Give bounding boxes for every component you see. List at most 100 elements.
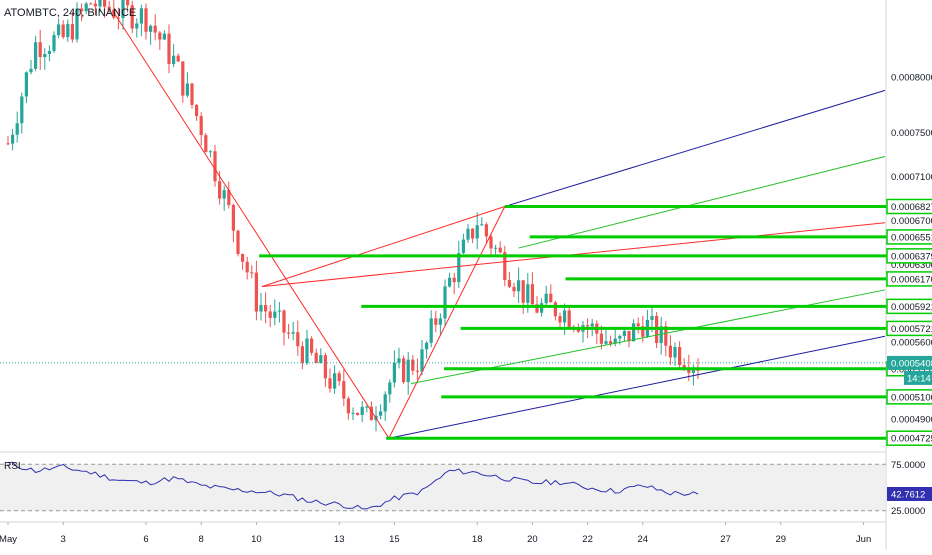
level-tag-label: 0.0005921	[891, 302, 932, 313]
candle-body	[378, 411, 383, 416]
candle-body	[240, 253, 245, 262]
y-tick-label: 0.0006700	[891, 216, 932, 227]
level-tag-box	[886, 430, 932, 446]
rsi-value-label: 42.7612	[891, 490, 925, 501]
candle-body	[112, 9, 116, 18]
candle-body	[512, 286, 516, 292]
candle-body	[641, 326, 645, 337]
candle-body	[447, 277, 452, 287]
candle-body	[254, 272, 259, 312]
candle-body	[604, 341, 608, 344]
candle-body	[553, 302, 558, 317]
candles	[6, 0, 700, 432]
candle-body	[286, 332, 291, 334]
candle-body	[121, 0, 125, 19]
candle-body	[627, 330, 631, 342]
price-tags: 0.0006827 0.0006551 0.0006379 0.0006170 0.00…	[886, 198, 932, 446]
rsi-pane: 75.0000 25.0000 RSI 42.7612	[0, 460, 932, 517]
candle-body	[677, 347, 682, 366]
candle-body	[558, 316, 562, 323]
candle-body	[351, 412, 355, 414]
candle-body	[438, 318, 443, 325]
candle-body	[539, 303, 544, 313]
x-tick-label: 20	[527, 534, 538, 545]
candle-body	[107, 6, 111, 10]
y-tick-label: 0.0007500	[891, 128, 932, 139]
candle-body	[521, 280, 525, 303]
candle-body	[305, 338, 309, 363]
candle-body	[38, 42, 42, 58]
candle-body	[130, 5, 134, 29]
level-tag-label: 0.0006170	[891, 274, 932, 285]
candle-body	[480, 224, 484, 226]
candle-body	[613, 338, 617, 344]
candle-body	[323, 355, 328, 379]
candle-body	[15, 123, 19, 135]
candle-body	[70, 24, 75, 40]
trend-line-2	[388, 206, 506, 439]
candle-body	[79, 8, 84, 12]
candle-body	[337, 373, 341, 382]
candle-body	[29, 68, 33, 73]
candle-body	[401, 358, 406, 383]
x-tick-label: 22	[582, 534, 593, 545]
x-tick-label: 13	[334, 534, 345, 545]
level-tag-label: 0.0005721	[891, 324, 932, 335]
candle-body	[52, 35, 56, 51]
candle-body	[516, 280, 521, 292]
rsi-band-fill	[0, 464, 885, 511]
candle-body	[148, 25, 153, 32]
rsi-value-tag-box	[887, 487, 932, 501]
candle-body	[535, 304, 539, 313]
candle-body	[636, 323, 640, 327]
candle-body	[544, 293, 548, 304]
level-tag-label: 0.0005100	[891, 392, 932, 403]
level-tag-label: 0.0006379	[891, 251, 932, 262]
candle-body	[397, 358, 401, 363]
x-tick-label: 24	[638, 534, 649, 545]
candle-body	[213, 151, 217, 182]
y-tick-label: 0.0004900	[891, 414, 932, 425]
candle-body	[498, 247, 502, 253]
candle-body	[452, 277, 456, 283]
candle-body	[590, 323, 594, 327]
candle-body	[392, 362, 397, 383]
candle-body	[673, 347, 677, 358]
candle-body	[383, 394, 387, 412]
candle-body	[222, 190, 226, 199]
x-tick-label: May	[0, 534, 17, 545]
candle-body	[549, 293, 553, 303]
candle-body	[360, 406, 364, 415]
candle-body	[84, 3, 88, 12]
candle-body	[682, 365, 686, 368]
candle-body	[43, 53, 47, 58]
candle-body	[493, 247, 498, 249]
candle-body	[135, 23, 139, 29]
candle-body	[93, 3, 98, 7]
level-tag-box	[886, 229, 932, 245]
trend-line-7	[518, 156, 886, 249]
candle-body	[162, 33, 167, 40]
candle-body	[691, 367, 696, 373]
candle-body	[475, 225, 479, 239]
candle-body	[98, 0, 102, 7]
candle-body	[461, 239, 466, 254]
countdown-label: 14:14	[907, 373, 931, 384]
candle-body	[342, 381, 346, 399]
candle-body	[300, 346, 305, 363]
candle-body	[434, 318, 438, 325]
candle-body	[328, 378, 332, 389]
candle-body	[10, 134, 15, 144]
candle-body	[227, 190, 231, 205]
x-tick-label: 10	[251, 534, 262, 545]
candle-body	[176, 55, 180, 62]
x-tick-label: 6	[143, 534, 148, 545]
trend-line-1	[112, 10, 390, 439]
candle-body	[332, 373, 337, 389]
candle-body	[268, 311, 272, 318]
y-tick-label: 0.0005600	[891, 337, 932, 348]
level-tag-label: 0.0004725	[891, 434, 932, 445]
candle-body	[530, 284, 535, 305]
